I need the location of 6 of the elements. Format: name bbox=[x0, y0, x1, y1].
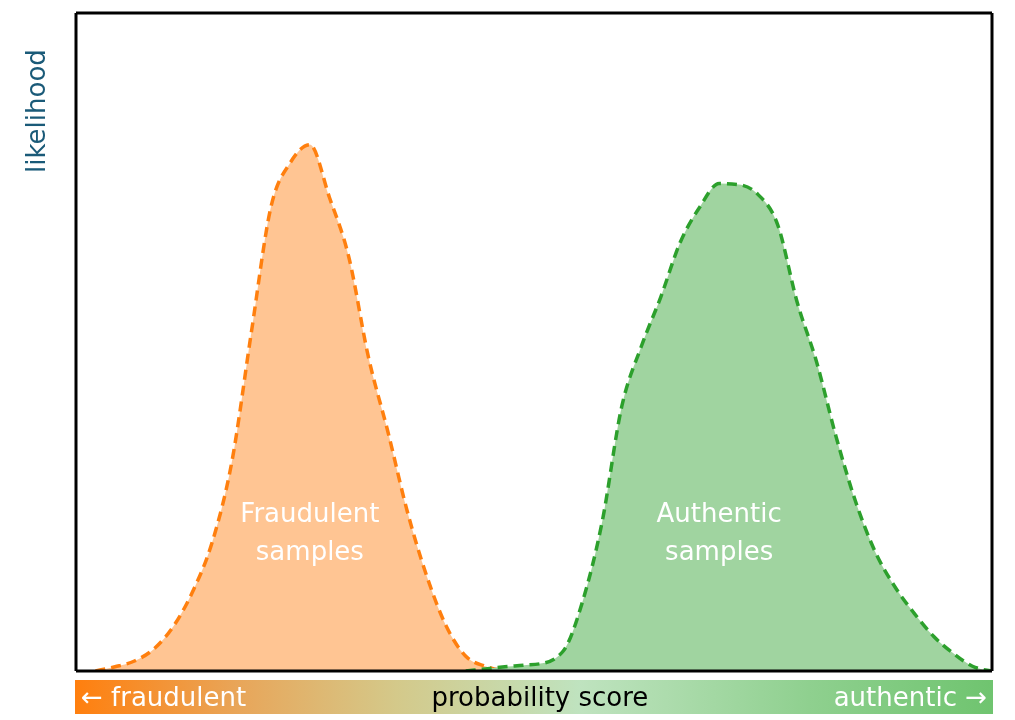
series-label: Fraudulent samples bbox=[240, 498, 380, 566]
x-axis-title: probability score bbox=[431, 682, 649, 712]
y-axis-title: likelihood bbox=[21, 49, 51, 173]
series-label: Authentic samples bbox=[656, 498, 782, 566]
text: authentic → bbox=[833, 682, 987, 712]
text: ← fraudulent bbox=[81, 682, 247, 712]
